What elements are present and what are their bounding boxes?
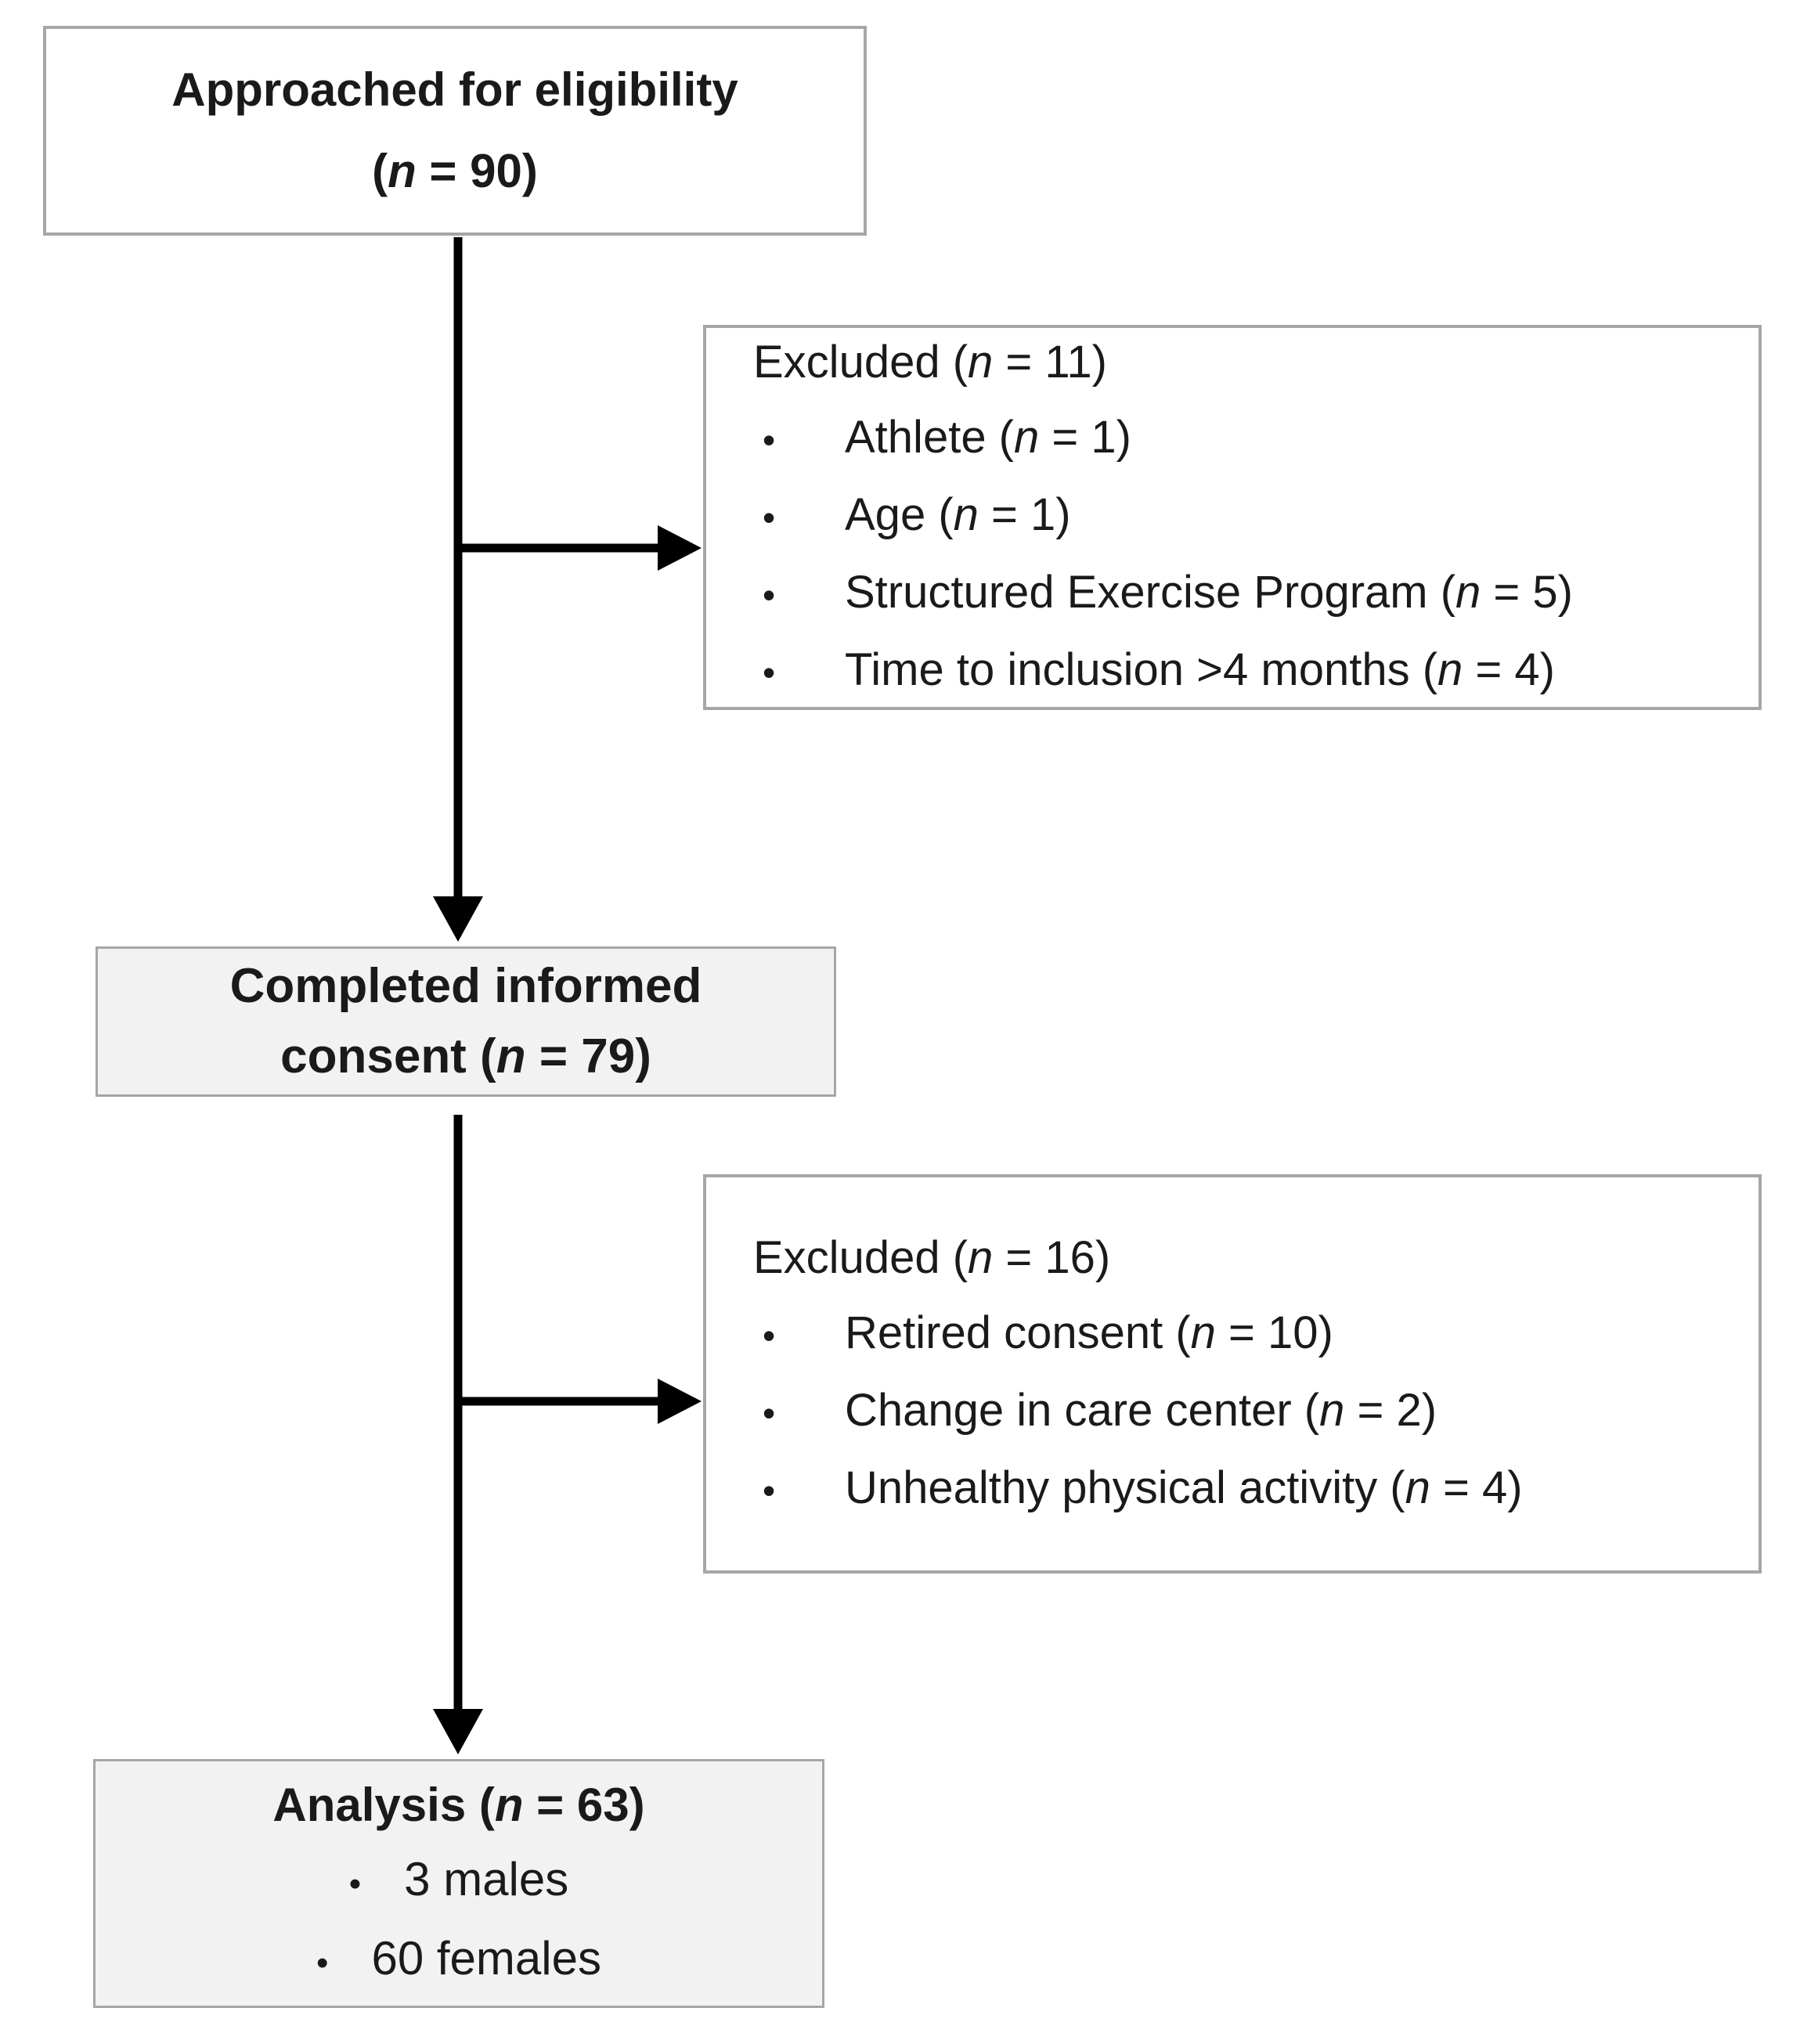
- excluded-reason-item: • Retired consent (n = 10): [753, 1296, 1743, 1373]
- approached-box-count: (n = 90): [372, 145, 538, 197]
- consent-box: Completed informed consent (n = 79): [96, 946, 836, 1097]
- analysis-box-title: Analysis (n = 63): [272, 1778, 645, 1831]
- bullet-icon: •: [763, 497, 776, 538]
- excluded-reason-item: • Age (n = 1): [753, 478, 1743, 555]
- analysis-item: • 3 males: [316, 1842, 601, 1921]
- bullet-icon: •: [763, 1469, 776, 1511]
- excluded-reason-item: • Athlete (n = 1): [753, 400, 1743, 478]
- excluded-box-1: Excluded (n = 11) • Athlete (n = 1) • Ag…: [703, 325, 1762, 710]
- bullet-icon: •: [763, 1314, 776, 1356]
- excluded-box-2-title: Excluded (n = 16): [753, 1231, 1111, 1283]
- excluded-reason-text: Time to inclusion >4 months (n = 4): [845, 644, 1555, 695]
- arrow-consent-to-analysis: [433, 1115, 483, 1754]
- excluded-reason-item: • Structured Exercise Program (n = 5): [753, 555, 1743, 633]
- bullet-icon: •: [763, 420, 776, 460]
- consent-box-line1: Completed informed: [229, 959, 702, 1013]
- excluded-reason-text: Structured Exercise Program (n = 5): [845, 567, 1573, 618]
- bullet-icon: •: [348, 1864, 362, 1903]
- excluded-box-2-list: • Retired consent (n = 10) • Change in c…: [753, 1296, 1743, 1528]
- analysis-item: • 60 females: [316, 1921, 601, 2000]
- arrow-branch-to-excluded-1: [458, 525, 702, 571]
- approached-box-line1: Approached for eligibility: [171, 63, 738, 116]
- analysis-box-list: • 3 males • 60 females: [316, 1842, 601, 2000]
- analysis-box: Analysis (n = 63) • 3 males • 60 females: [93, 1759, 824, 2008]
- excluded-reason-item: • Time to inclusion >4 months (n = 4): [753, 633, 1743, 710]
- excluded-reason-text: Athlete (n = 1): [845, 412, 1131, 463]
- excluded-box-1-list: • Athlete (n = 1) • Age (n = 1) • Struct…: [753, 400, 1743, 710]
- arrow-branch-to-excluded-2: [458, 1379, 702, 1424]
- excluded-reason-text: Unhealthy physical activity (n = 4): [845, 1462, 1523, 1513]
- excluded-reason-text: Retired consent (n = 10): [845, 1307, 1333, 1358]
- analysis-item-text: 60 females: [371, 1931, 601, 1985]
- analysis-item-text: 3 males: [404, 1852, 569, 1905]
- arrow-approached-to-consent: [433, 237, 483, 942]
- excluded-reason-text: Age (n = 1): [845, 489, 1071, 540]
- excluded-box-1-title: Excluded (n = 11): [753, 337, 1107, 388]
- bullet-icon: •: [763, 652, 776, 693]
- consent-box-line2: consent (n = 79): [280, 1029, 651, 1083]
- bullet-icon: •: [763, 1392, 776, 1433]
- excluded-reason-text: Change in care center (n = 2): [845, 1384, 1437, 1436]
- bullet-icon: •: [316, 1943, 329, 1982]
- excluded-reason-item: • Change in care center (n = 2): [753, 1373, 1743, 1451]
- excluded-reason-item: • Unhealthy physical activity (n = 4): [753, 1451, 1743, 1528]
- bullet-icon: •: [763, 575, 776, 615]
- approached-box: Approached for eligibility (n = 90): [43, 26, 867, 236]
- excluded-box-2: Excluded (n = 16) • Retired consent (n =…: [703, 1174, 1762, 1574]
